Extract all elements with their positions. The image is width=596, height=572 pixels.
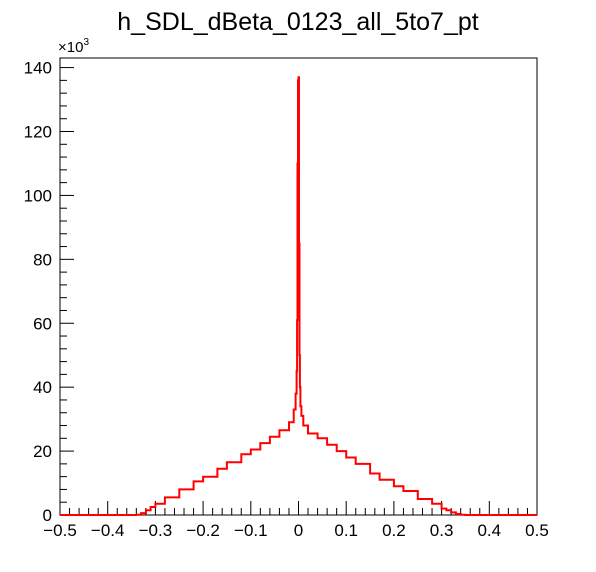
y-tick-label: 100 [24, 186, 52, 205]
chart-title: h_SDL_dBeta_0123_all_5to7_pt [117, 8, 478, 36]
histogram-series-line [60, 76, 537, 516]
y-tick-label: 80 [33, 250, 52, 269]
y-tick-label: 60 [33, 314, 52, 333]
y-axis: 0 20 40 60 80 100 120 140 [24, 59, 74, 525]
y-tick-label: 20 [33, 442, 52, 461]
x-axis: −0.5 −0.4 −0.3 −0.2 −0.1 0 0.1 0.2 0.3 0.4 0.5 [43, 501, 549, 540]
x-tick-label: −0.4 [91, 521, 125, 540]
x-tick-label: 0.2 [382, 521, 406, 540]
x-tick-label: −0.5 [43, 521, 77, 540]
x-tick-label: 0.4 [477, 521, 501, 540]
x-tick-label: −0.1 [234, 521, 268, 540]
y-tick-label: 140 [24, 59, 52, 78]
y-tick-label: 120 [24, 123, 52, 142]
x-tick-label: 0.1 [334, 521, 358, 540]
y-tick-label: 40 [33, 378, 52, 397]
x-tick-label: 0.5 [525, 521, 549, 540]
y-tick-label: 0 [43, 506, 52, 525]
x-tick-label: −0.3 [139, 521, 173, 540]
x-tick-label: −0.2 [186, 521, 220, 540]
x-tick-label: 0.3 [430, 521, 454, 540]
x-tick-label: 0 [294, 521, 303, 540]
y-axis-multiplier: ×103 [58, 37, 89, 56]
